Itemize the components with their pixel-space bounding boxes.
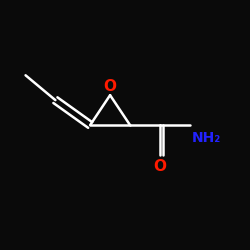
Text: O: O bbox=[153, 158, 166, 174]
Text: O: O bbox=[104, 79, 117, 94]
Text: NH₂: NH₂ bbox=[192, 131, 222, 145]
